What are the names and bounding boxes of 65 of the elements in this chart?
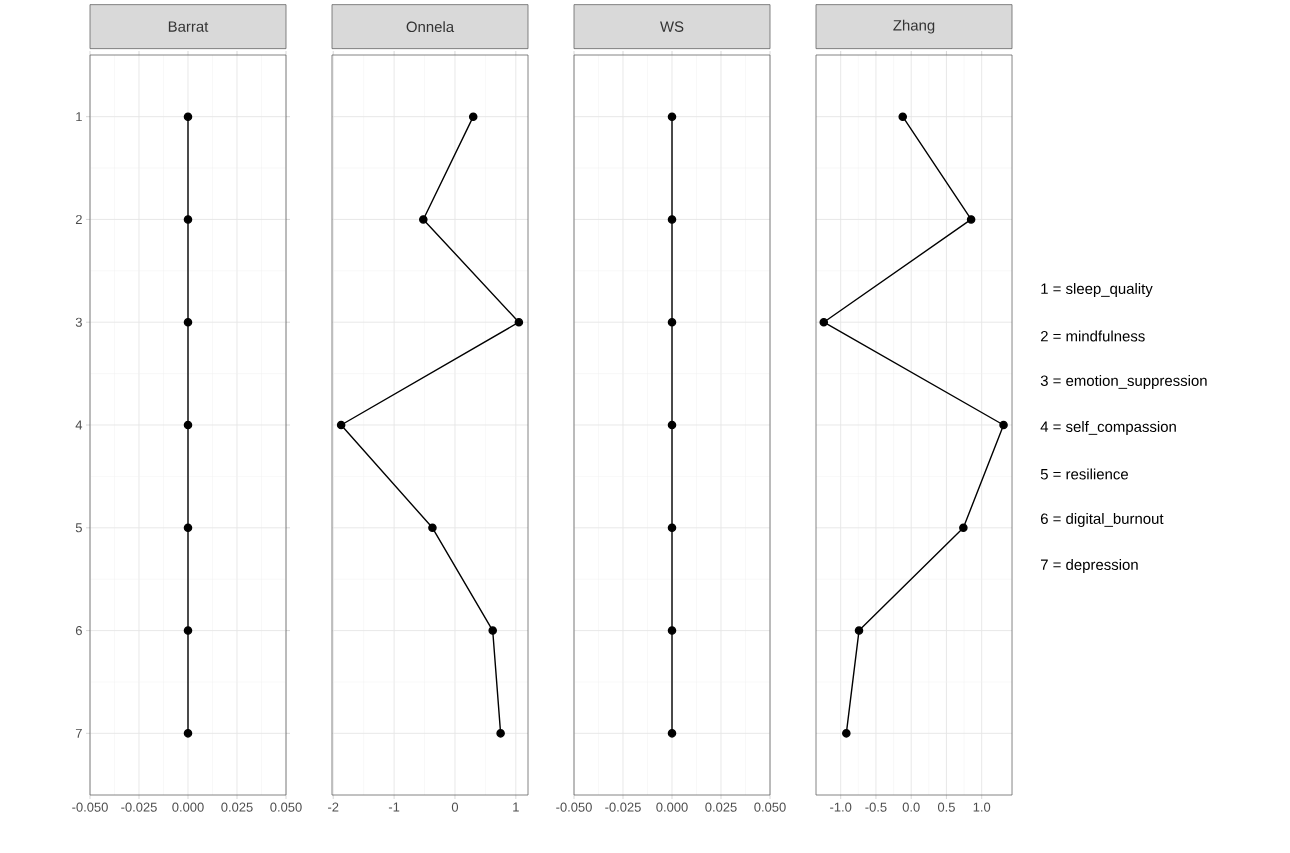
x-tick-label: -1.0 [830,802,852,812]
text: 2 = mindfulness [1040,330,1145,342]
x-tick-label: 0.000 [656,802,688,812]
point [496,729,505,738]
y-tick-label: 6 [75,625,82,636]
point [842,729,851,738]
x-tick-label: 1 [513,802,519,812]
x-tick-label: 0.000 [172,802,204,812]
text: 3 = emotion_suppression [1040,375,1207,389]
y-tick-label: 7 [75,728,82,738]
point [959,523,968,533]
point [514,317,524,327]
text: 5 = resilience [1040,468,1128,480]
point [667,523,677,533]
y-tick-label: 4 [75,420,83,430]
point [468,112,478,121]
x-tick-label: -0.025 [605,802,641,812]
chart-title: Barrat [168,21,209,32]
text: 1 = sleep_quality [1041,283,1153,297]
point [183,729,193,738]
x-tick-label: 0.050 [270,802,302,812]
y-tick-label: 5 [75,523,82,533]
point [819,317,829,327]
point [183,523,193,533]
point [488,626,497,635]
point [854,626,864,635]
x-tick-label: 0.025 [705,802,737,812]
point [667,215,677,224]
y-tick-label: 2 [75,214,82,224]
x-tick-label: 0.0 [902,802,920,812]
y-tick-label: 1 [76,112,82,122]
x-tick-label: -0.050 [72,802,108,812]
x-tick-label: 1.0 [973,802,991,812]
text: 4 = self_compassion [1040,421,1176,435]
x-tick-label: -0.050 [556,802,592,812]
x-tick-label: -1 [388,802,400,812]
x-tick-label: 0.5 [937,802,955,812]
point [667,420,677,430]
point [999,420,1008,430]
point [183,215,193,224]
x-tick-label: -0.5 [865,802,887,812]
point [667,729,677,738]
point [183,317,193,327]
text: 6 = digital_burnout [1040,513,1164,527]
point [336,420,346,430]
x-tick-label: 0.050 [754,802,786,812]
text: 7 = depression [1040,559,1138,573]
x-tick-label: -0.025 [121,802,157,812]
point [667,317,677,327]
y-tick-label: 3 [75,317,82,327]
point [966,215,976,224]
point [667,626,677,635]
point [898,112,908,121]
point [667,112,677,121]
chart-title: WS [660,21,684,32]
x-tick-label: 0.025 [221,802,253,812]
point [428,523,437,533]
chart-title: Zhang [893,19,935,34]
point [183,420,193,430]
point [183,626,193,635]
point [183,112,193,121]
x-tick-label: 0 [451,802,459,812]
point [419,215,428,224]
chart-title: Onnela [406,21,455,33]
x-tick-label: -2 [328,802,339,812]
